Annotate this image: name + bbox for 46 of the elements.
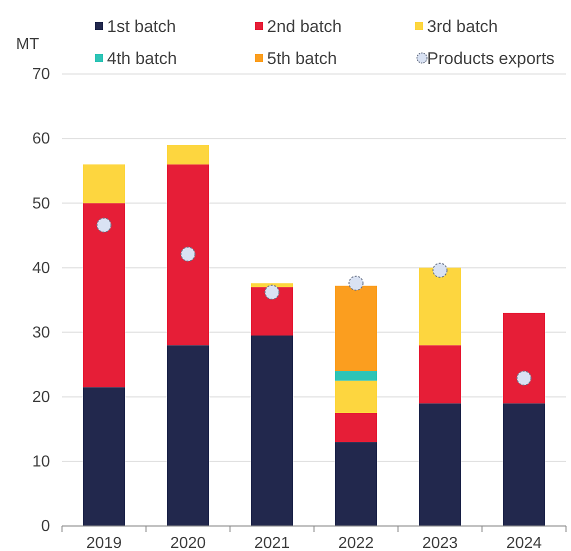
bar	[251, 283, 293, 288]
x-tick-label: 2024	[506, 535, 542, 551]
point	[432, 262, 448, 278]
point	[516, 370, 532, 386]
y-tick-label: 60	[32, 130, 50, 148]
y-tick-label: 50	[32, 195, 50, 212]
y-axis-title: MT	[16, 36, 40, 53]
bar	[335, 286, 377, 372]
bar	[83, 387, 125, 526]
y-tick-label: 0	[41, 518, 50, 536]
x-tick-label: 2023	[422, 535, 458, 551]
x-tick-label: 2021	[254, 535, 290, 551]
bar	[251, 336, 293, 526]
bar	[167, 145, 209, 164]
legend-label: 1st batch	[107, 17, 176, 36]
y-tick-label: 30	[32, 324, 50, 342]
bar	[251, 287, 293, 336]
bar	[83, 164, 125, 204]
x-tick-label: 2022	[338, 535, 374, 551]
bar	[83, 203, 125, 388]
legend-label: 4th batch	[107, 49, 177, 68]
bar	[503, 312, 545, 404]
legend-label: Products exports	[427, 49, 555, 68]
legend-label: 3rd batch	[427, 17, 498, 36]
bar	[335, 371, 377, 381]
legend-label: 2nd batch	[267, 17, 342, 36]
bar	[419, 403, 461, 526]
bar	[335, 442, 377, 526]
y-tick-label: 10	[32, 454, 50, 471]
bar	[419, 345, 461, 404]
legend-label: 5th batch	[267, 49, 337, 68]
bar	[335, 380, 377, 413]
bar	[503, 403, 545, 526]
x-tick-label: 2020	[170, 535, 206, 551]
point	[264, 284, 280, 300]
y-tick-label: 70	[32, 66, 50, 84]
point	[348, 276, 364, 291]
point	[180, 246, 196, 262]
bar	[167, 345, 209, 526]
bar	[335, 413, 377, 442]
bar	[167, 164, 209, 346]
bar	[419, 268, 461, 346]
y-tick-label: 20	[32, 388, 50, 406]
point	[96, 218, 112, 233]
x-tick-label: 2019	[86, 535, 122, 551]
y-tick-label: 40	[32, 260, 50, 277]
